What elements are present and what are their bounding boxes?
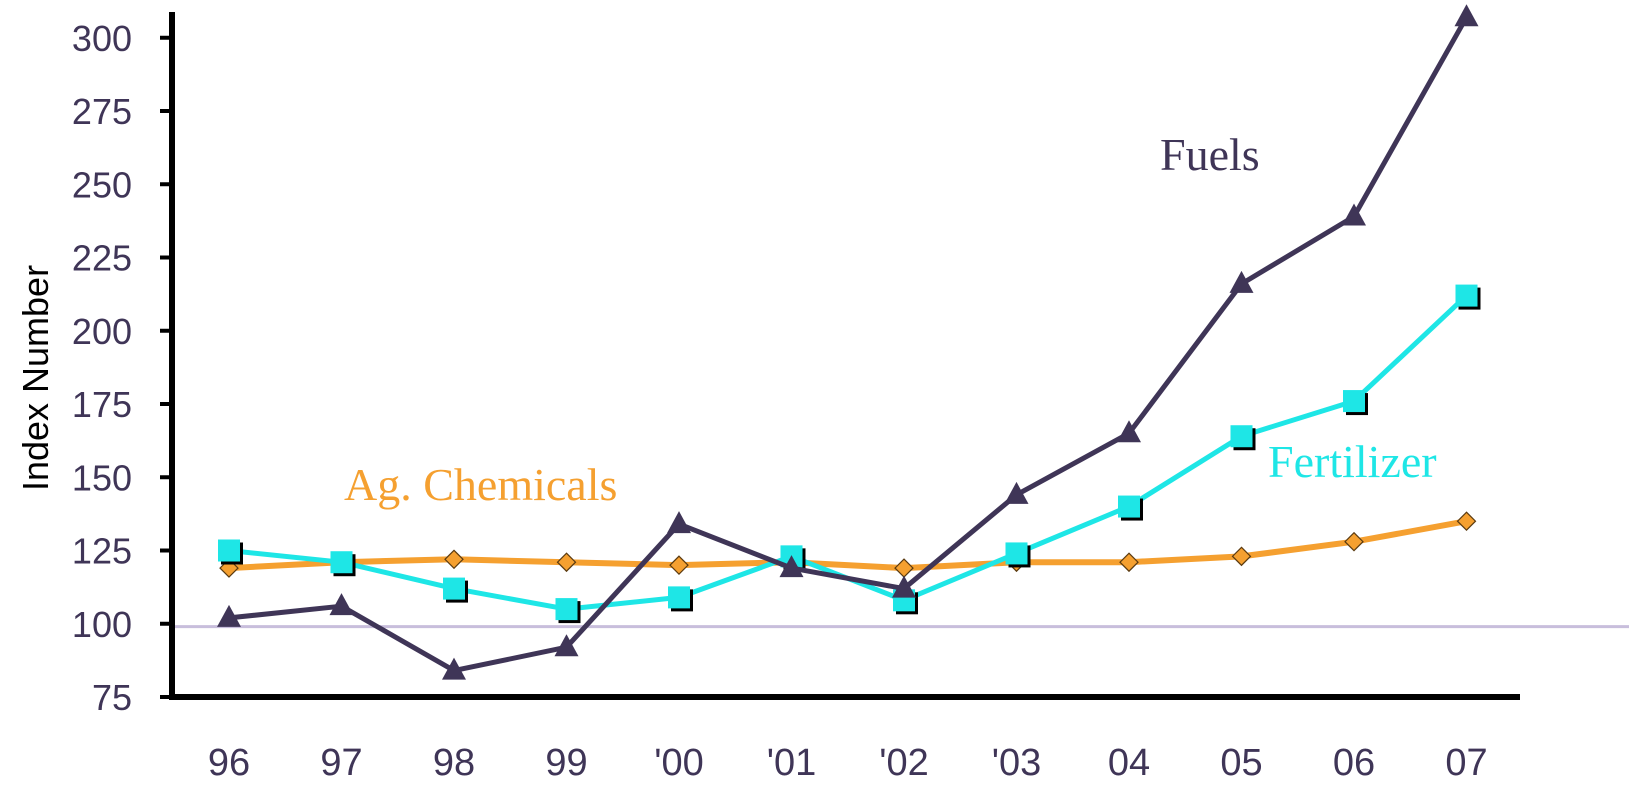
series-label-fertilizer: Fertilizer xyxy=(1268,436,1437,487)
data-point xyxy=(1230,271,1254,293)
y-tick-label: 250 xyxy=(72,164,132,205)
x-tick-label: 06 xyxy=(1333,742,1375,784)
data-point xyxy=(895,559,913,577)
data-point xyxy=(330,593,354,615)
data-point xyxy=(668,586,690,608)
series-ag-chemicals xyxy=(220,512,1476,577)
x-tick-label: 98 xyxy=(433,742,475,784)
y-tick-label: 275 xyxy=(72,91,132,132)
x-tick-label: '01 xyxy=(767,742,817,784)
y-tick-label: 300 xyxy=(72,18,132,59)
series-line-ag-chemicals xyxy=(229,521,1467,568)
series-label-fuels: Fuels xyxy=(1160,129,1260,180)
y-tick-label: 175 xyxy=(72,384,132,425)
data-point xyxy=(556,598,578,620)
y-tick-label: 100 xyxy=(72,604,132,645)
x-tick-label: 07 xyxy=(1445,742,1487,784)
data-point xyxy=(1006,542,1028,564)
y-tick-label: 225 xyxy=(72,238,132,279)
data-point xyxy=(1345,533,1363,551)
data-point xyxy=(558,553,576,571)
data-point xyxy=(331,551,353,573)
data-point xyxy=(1233,547,1251,565)
data-point xyxy=(1342,203,1366,225)
x-tick-label: 96 xyxy=(208,742,250,784)
x-tick-label: 04 xyxy=(1108,742,1150,784)
data-point xyxy=(1455,4,1479,26)
y-tick-label: 200 xyxy=(72,311,132,352)
x-tick-label: 99 xyxy=(545,742,587,784)
series-line-fuels xyxy=(229,17,1467,670)
y-axis-label: Index Number xyxy=(15,265,56,491)
data-point xyxy=(670,556,688,574)
x-tick-label: 97 xyxy=(320,742,362,784)
data-point xyxy=(218,540,240,562)
data-point xyxy=(1343,390,1365,412)
x-tick-label: '03 xyxy=(992,742,1042,784)
data-point xyxy=(1120,553,1138,571)
x-tick-label: '02 xyxy=(879,742,929,784)
data-point xyxy=(1458,512,1476,530)
data-point xyxy=(443,578,465,600)
y-tick-label: 75 xyxy=(92,677,132,718)
y-tick-label: 150 xyxy=(72,457,132,498)
data-point xyxy=(667,511,691,533)
data-point xyxy=(1456,285,1478,307)
x-tick-label: 05 xyxy=(1220,742,1262,784)
x-tick-label: '00 xyxy=(654,742,704,784)
data-point xyxy=(1231,425,1253,447)
data-point xyxy=(1118,496,1140,518)
series-label-ag-chemicals: Ag. Chemicals xyxy=(344,459,617,510)
data-point xyxy=(445,550,463,568)
y-tick-label: 125 xyxy=(72,531,132,572)
